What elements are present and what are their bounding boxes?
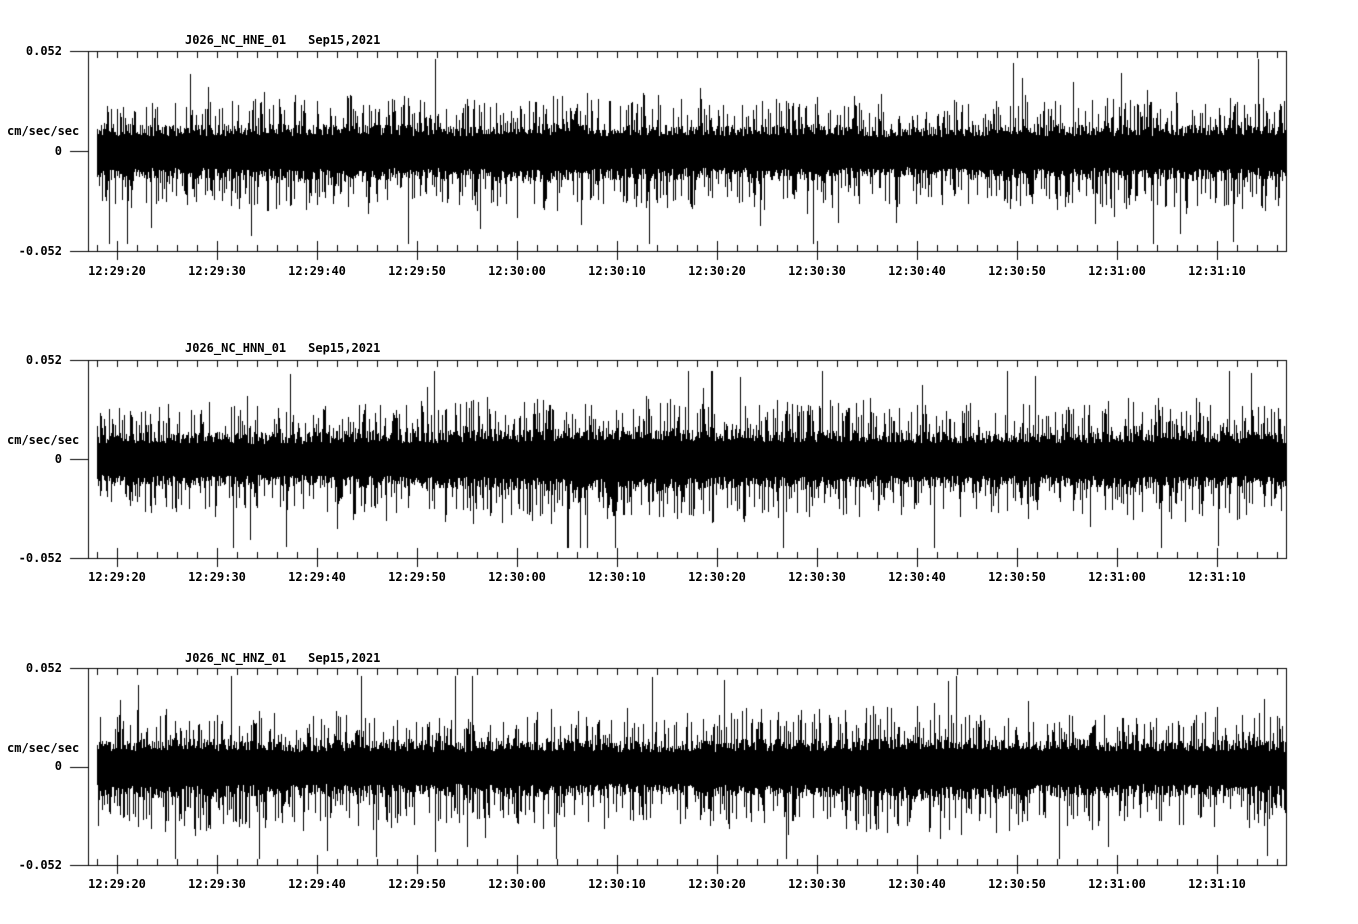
y-tick-label-zero: 0: [54, 452, 62, 466]
x-tick-label: 12:29:30: [188, 877, 246, 891]
x-tick-label: 12:31:10: [1188, 570, 1246, 584]
x-axis-tick-labels-hnn: 12:29:20 12:29:30 12:29:40 12:29:50 12:30:00…: [0, 570, 1358, 586]
y-tick-label-min: -0.052: [18, 244, 62, 258]
x-tick-label: 12:31:10: [1188, 877, 1246, 891]
x-tick-label: 12:31:00: [1088, 877, 1146, 891]
x-tick-label: 12:30:40: [888, 877, 946, 891]
x-tick-label: 12:30:10: [588, 264, 646, 278]
x-tick-label: 12:29:40: [288, 570, 346, 584]
x-tick-label: 12:30:40: [888, 264, 946, 278]
y-tick-label-zero: 0: [54, 759, 62, 773]
x-tick-label: 12:30:30: [788, 570, 846, 584]
y-tick-label-max: 0.052: [25, 661, 62, 675]
panel-title-hne: J026_NC_HNE_01 Sep15,2021: [185, 33, 380, 47]
x-tick-label: 12:29:20: [88, 570, 146, 584]
y-axis-units-label: cm/sec/sec: [7, 741, 80, 755]
x-tick-label: 12:30:50: [988, 570, 1046, 584]
y-tick-label-max: 0.052: [25, 353, 62, 367]
x-tick-label: 12:30:00: [488, 570, 546, 584]
x-tick-label: 12:30:10: [588, 877, 646, 891]
date-label: Sep15,2021: [308, 341, 381, 355]
x-tick-label: 12:30:20: [688, 264, 746, 278]
x-tick-label: 12:30:30: [788, 877, 846, 891]
station-channel-label: J026_NC_HNE_01: [185, 33, 287, 47]
x-tick-label: 12:29:40: [288, 877, 346, 891]
x-tick-label: 12:30:20: [688, 570, 746, 584]
x-tick-label: 12:29:30: [188, 264, 246, 278]
y-axis-units-label: cm/sec/sec: [7, 124, 80, 138]
x-tick-label: 12:31:00: [1088, 264, 1146, 278]
date-label: Sep15,2021: [308, 651, 381, 665]
x-tick-label: 12:30:10: [588, 570, 646, 584]
x-tick-label: 12:30:40: [888, 570, 946, 584]
x-tick-label: 12:29:50: [388, 264, 446, 278]
date-label: Sep15,2021: [308, 33, 381, 47]
x-axis-tick-labels-hne: 12:29:20 12:29:30 12:29:40 12:29:50 12:30:00…: [0, 264, 1358, 280]
x-tick-label: 12:29:20: [88, 264, 146, 278]
x-tick-label: 12:30:20: [688, 877, 746, 891]
x-tick-label: 12:29:20: [88, 877, 146, 891]
panel-title-hnz: J026_NC_HNZ_01 Sep15,2021: [185, 651, 380, 665]
x-tick-label: 12:29:50: [388, 570, 446, 584]
x-tick-label: 12:29:40: [288, 264, 346, 278]
x-tick-label: 12:30:50: [988, 877, 1046, 891]
x-tick-label: 12:31:00: [1088, 570, 1146, 584]
y-axis-units-label: cm/sec/sec: [7, 433, 80, 447]
x-axis-tick-labels-hnz: 12:29:20 12:29:30 12:29:40 12:29:50 12:30:00…: [0, 877, 1358, 893]
y-tick-label-min: -0.052: [18, 858, 62, 872]
x-tick-label: 12:30:00: [488, 264, 546, 278]
x-tick-label: 12:31:10: [1188, 264, 1246, 278]
x-tick-label: 12:30:00: [488, 877, 546, 891]
station-channel-label: J026_NC_HNN_01: [185, 341, 287, 355]
x-tick-label: 12:29:50: [388, 877, 446, 891]
y-tick-label-max: 0.052: [25, 44, 62, 58]
station-channel-label: J026_NC_HNZ_01: [185, 651, 287, 665]
panel-title-hnn: J026_NC_HNN_01 Sep15,2021: [185, 341, 380, 355]
y-tick-label-zero: 0: [54, 144, 62, 158]
x-tick-label: 12:30:50: [988, 264, 1046, 278]
x-tick-label: 12:29:30: [188, 570, 246, 584]
x-tick-label: 12:30:30: [788, 264, 846, 278]
y-tick-label-min: -0.052: [18, 551, 62, 565]
